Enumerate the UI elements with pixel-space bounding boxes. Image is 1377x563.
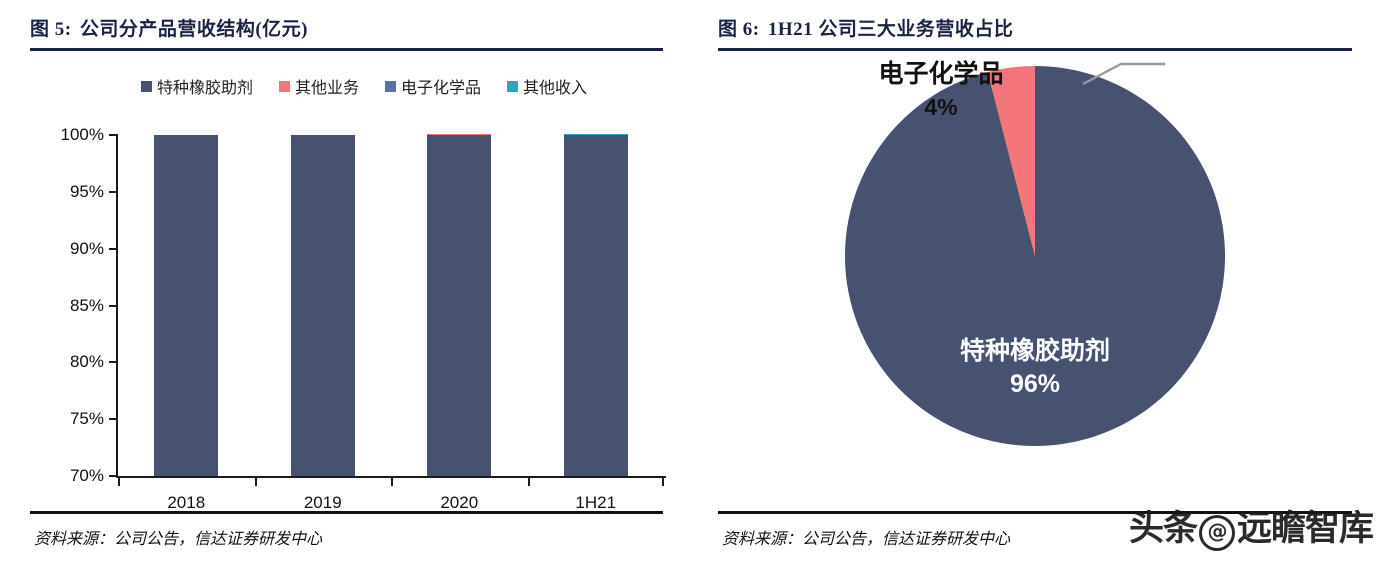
bar-segment <box>154 135 219 476</box>
legend-swatch-icon <box>507 80 519 92</box>
y-axis-tick-label: 100% <box>60 125 104 144</box>
y-axis-tick-label: 75% <box>69 409 104 429</box>
pie-chart-svg <box>845 62 1225 447</box>
y-axis-tick <box>109 190 117 193</box>
legend-swatch-icon <box>140 80 152 92</box>
figure-6-title-text: 1H21 公司三大业务营收占比 <box>767 19 1014 40</box>
y-axis-tick <box>109 418 117 421</box>
x-axis-category-label: 1H21 <box>575 493 617 512</box>
y-axis-tick-label: 90% <box>69 238 104 258</box>
x-axis-tick <box>391 477 393 486</box>
figure-6-source-rule <box>718 511 1352 514</box>
y-axis-tick <box>109 134 117 136</box>
legend-label: 其他业务 <box>294 80 359 97</box>
bar-segment <box>290 135 355 476</box>
pie-slice[interactable] <box>845 66 1225 447</box>
bar-chart-legend: 特种橡胶助剂 其他业务 电子化学品 其他收入 <box>75 72 653 100</box>
y-axis-tick-label: 80% <box>69 352 104 372</box>
legend-label: 其他收入 <box>523 80 588 97</box>
figure-5-number: 图 5: <box>30 19 72 40</box>
figure-5-title-text: 公司分产品营收结构(亿元) <box>79 19 308 40</box>
x-axis-tick <box>662 477 664 486</box>
figure-5-title-rule <box>30 48 663 51</box>
figure-5-source-rule <box>30 511 663 514</box>
y-axis-tick <box>109 304 117 307</box>
watermark-left-text: 头条 <box>1128 509 1198 549</box>
site-watermark: 头条 @ 远瞻智库 <box>1128 500 1374 551</box>
x-axis-category-label: 2019 <box>303 493 342 512</box>
figure-5-source: 资料来源：公司公告，信达证券研发中心 <box>34 531 323 548</box>
watermark-right-text: 远瞻智库 <box>1236 509 1374 549</box>
x-axis-tick <box>527 477 530 486</box>
bar-segment <box>563 135 628 476</box>
pie-chart-area: 电子化学品 4% 特种橡胶助剂 96% <box>718 56 1352 503</box>
y-axis-tick-label: 85% <box>69 295 104 315</box>
legend-item-other-business: 其他业务 <box>278 74 359 98</box>
y-axis-tick <box>109 247 117 250</box>
y-axis-tick-label: 95% <box>69 181 104 201</box>
legend-label: 电子化学品 <box>401 80 482 97</box>
y-axis-tick-label: 70% <box>69 466 104 485</box>
figure-6-number: 图 6: <box>718 19 760 40</box>
legend-label: 特种橡胶助剂 <box>156 80 253 97</box>
figure-6-title-rule <box>718 48 1352 51</box>
figure-6-source: 资料来源：公司公告，信达证券研发中心 <box>722 531 1011 548</box>
at-symbol-icon: @ <box>1198 515 1235 551</box>
legend-item-special-rubber-additives: 特种橡胶助剂 <box>140 74 253 98</box>
callout-leader-line <box>1082 62 1165 86</box>
figure-6-panel: 图 6: 1H21 公司三大业务营收占比 电子化学品 4% 特种橡胶助剂 96% <box>688 0 1377 563</box>
y-axis-tick <box>109 361 117 364</box>
figure-5-title: 图 5: 公司分产品营收结构(亿元) <box>30 14 663 48</box>
bar-segment <box>427 134 492 135</box>
bar-segment <box>427 135 492 476</box>
bar-chart-plot-area: 70% 75% 80% 85% 90% 95% 100% 2018 2019 2020 1H21 <box>61 125 666 512</box>
x-axis-category-label: 2018 <box>167 493 206 512</box>
figure-6-title: 图 6: 1H21 公司三大业务营收占比 <box>718 14 1352 48</box>
legend-swatch-icon <box>385 80 396 92</box>
y-axis-line <box>116 134 118 477</box>
figure-5-panel: 图 5: 公司分产品营收结构(亿元) 特种橡胶助剂 其他业务 电子化学品 <box>0 0 688 563</box>
y-axis-tick <box>109 475 117 477</box>
bar-segment <box>563 134 628 135</box>
legend-item-electronic-chemicals: 电子化学品 <box>385 74 481 98</box>
x-axis-tick <box>254 477 257 486</box>
legend-item-other-income: 其他收入 <box>507 74 587 98</box>
x-axis-tick <box>118 477 120 486</box>
legend-swatch-icon <box>278 80 290 92</box>
pie-slice[interactable] <box>987 66 1035 256</box>
x-axis-category-label: 2020 <box>440 493 479 512</box>
